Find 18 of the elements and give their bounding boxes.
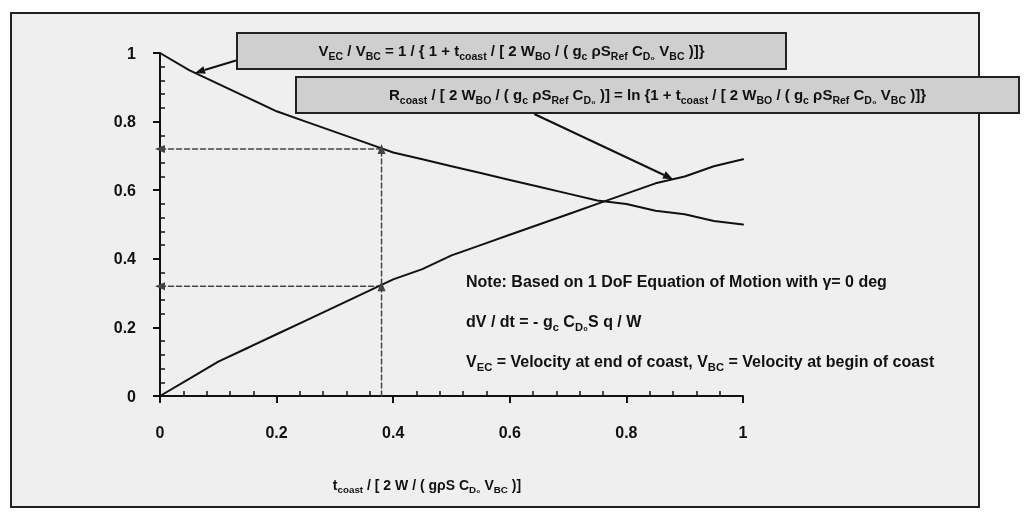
y-tick-label: 0.2 bbox=[113, 318, 137, 336]
x-tick-label: 0.4 bbox=[382, 423, 405, 441]
y-tick-label: 0.6 bbox=[113, 181, 137, 199]
x-axis-title: t$_{coast}$ / [ 2 W / ( gρS C$_{D₀}$ V$_{BC}$ )] bbox=[332, 476, 522, 496]
x-tick-label: 1 bbox=[738, 423, 748, 441]
text: R$_{coast}$ / [ 2 W$_{BO}$ / ( g$_{c}$ ρS$_{Ref}$ C$_{D₀}$ )] = ln {1 + t$_{coast}$ / [ 2 W$_{BO}$ / ( g$_{c}$ ρS$_{Ref}$ C$_{D₀}$ V$_{BC}$ )]} bbox=[388, 86, 927, 106]
x-tick-label: 0.6 bbox=[498, 423, 522, 441]
x-tick-label: 0.8 bbox=[615, 423, 638, 441]
x-tick-label: 0.2 bbox=[265, 423, 288, 441]
y-tick-label: 0.8 bbox=[113, 113, 137, 131]
annotation: V$_{EC}$ = Velocity at end of coast, V$_{BC}$ = Velocity at begin of coast bbox=[466, 352, 935, 373]
annotation: dV / dt = - g$_{c}$ C$_{D₀}$S q / W bbox=[466, 312, 642, 333]
y-tick-label: 0 bbox=[127, 387, 137, 405]
text: V$_{EC}$ / V$_{BC}$ = 1 / { 1 + t$_{coast}$ / [ 2 W$_{BO}$ / ( g$_{c}$ ρS$_{Ref}$ C$_{D₀}$ V$_{BC}$ )]} bbox=[318, 42, 705, 62]
annotation: Note: Based on 1 DoF Equation of Motion with γ= 0 deg bbox=[466, 272, 887, 292]
x-tick-label: 0 bbox=[155, 423, 165, 441]
y-tick-label: 0.4 bbox=[113, 250, 137, 268]
y-tick-label: 1 bbox=[127, 44, 137, 62]
